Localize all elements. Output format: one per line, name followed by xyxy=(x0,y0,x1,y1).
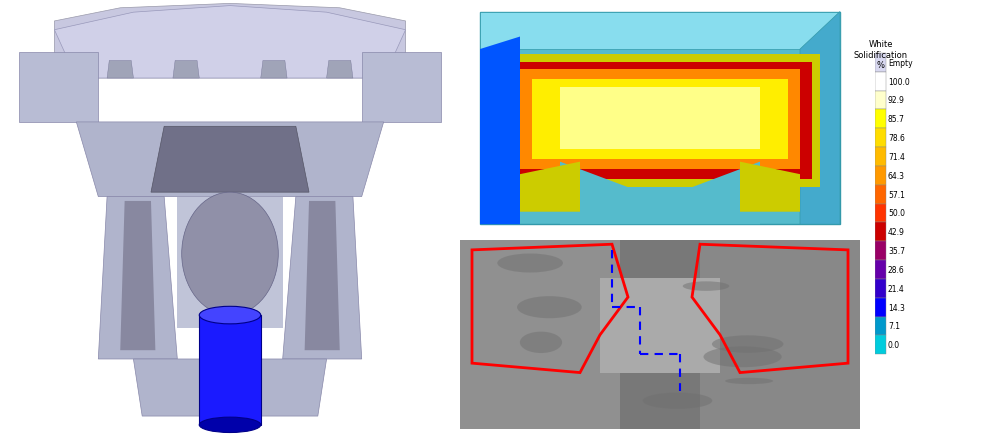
Bar xyxy=(875,148,886,166)
Polygon shape xyxy=(151,127,309,193)
Ellipse shape xyxy=(712,336,783,353)
Polygon shape xyxy=(173,61,199,79)
Bar xyxy=(875,261,886,279)
Polygon shape xyxy=(500,55,820,187)
Polygon shape xyxy=(177,197,283,328)
Bar xyxy=(875,110,886,129)
Text: 14.3: 14.3 xyxy=(888,303,905,312)
Text: 35.7: 35.7 xyxy=(888,247,905,256)
Bar xyxy=(875,242,886,261)
Polygon shape xyxy=(133,359,327,416)
Polygon shape xyxy=(560,87,760,150)
Polygon shape xyxy=(120,201,155,350)
Bar xyxy=(875,204,886,223)
Polygon shape xyxy=(460,241,860,429)
Polygon shape xyxy=(327,61,353,79)
Polygon shape xyxy=(480,37,520,225)
Ellipse shape xyxy=(703,346,782,367)
Text: 50.0: 50.0 xyxy=(888,209,905,218)
Bar xyxy=(875,129,886,148)
Polygon shape xyxy=(19,53,98,123)
Polygon shape xyxy=(107,61,133,79)
Bar xyxy=(875,166,886,185)
Bar xyxy=(875,185,886,204)
Polygon shape xyxy=(480,12,840,50)
Polygon shape xyxy=(480,12,840,225)
Polygon shape xyxy=(700,241,860,429)
Polygon shape xyxy=(54,7,406,79)
Text: 28.6: 28.6 xyxy=(888,265,905,274)
Text: 92.9: 92.9 xyxy=(888,96,905,105)
Polygon shape xyxy=(305,201,340,350)
Ellipse shape xyxy=(725,378,773,384)
Polygon shape xyxy=(362,53,441,123)
Polygon shape xyxy=(98,197,177,359)
Ellipse shape xyxy=(683,282,729,291)
Polygon shape xyxy=(520,162,580,212)
Polygon shape xyxy=(560,162,760,225)
Bar xyxy=(875,73,886,92)
Bar xyxy=(875,298,886,317)
Text: Empty: Empty xyxy=(888,59,913,68)
Bar xyxy=(875,336,886,354)
Bar xyxy=(875,317,886,336)
Polygon shape xyxy=(261,61,287,79)
Text: 78.6: 78.6 xyxy=(888,134,905,143)
Bar xyxy=(875,92,886,110)
Text: 42.9: 42.9 xyxy=(888,228,905,237)
Ellipse shape xyxy=(182,193,278,315)
Polygon shape xyxy=(520,70,800,170)
Polygon shape xyxy=(508,63,812,180)
Ellipse shape xyxy=(199,417,261,433)
Ellipse shape xyxy=(199,307,261,324)
Polygon shape xyxy=(800,12,840,225)
Polygon shape xyxy=(460,241,620,429)
Text: White
Solidification
%: White Solidification % xyxy=(853,40,908,70)
Text: 0.0: 0.0 xyxy=(888,340,900,350)
Ellipse shape xyxy=(643,392,712,409)
Polygon shape xyxy=(199,315,261,425)
Bar xyxy=(875,54,886,73)
Bar xyxy=(875,279,886,298)
Text: 7.1: 7.1 xyxy=(888,322,900,331)
Polygon shape xyxy=(54,4,406,79)
Ellipse shape xyxy=(520,332,562,353)
Text: 21.4: 21.4 xyxy=(888,284,905,293)
Text: 71.4: 71.4 xyxy=(888,152,905,162)
Polygon shape xyxy=(532,80,788,160)
Ellipse shape xyxy=(497,254,563,273)
Ellipse shape xyxy=(517,297,582,318)
Text: 57.1: 57.1 xyxy=(888,190,905,199)
Text: 85.7: 85.7 xyxy=(888,115,905,124)
Text: 64.3: 64.3 xyxy=(888,171,905,180)
Polygon shape xyxy=(740,162,800,212)
Bar xyxy=(875,223,886,242)
Polygon shape xyxy=(76,123,384,197)
Polygon shape xyxy=(283,197,362,359)
Polygon shape xyxy=(600,279,720,373)
Text: 100.0: 100.0 xyxy=(888,78,910,86)
